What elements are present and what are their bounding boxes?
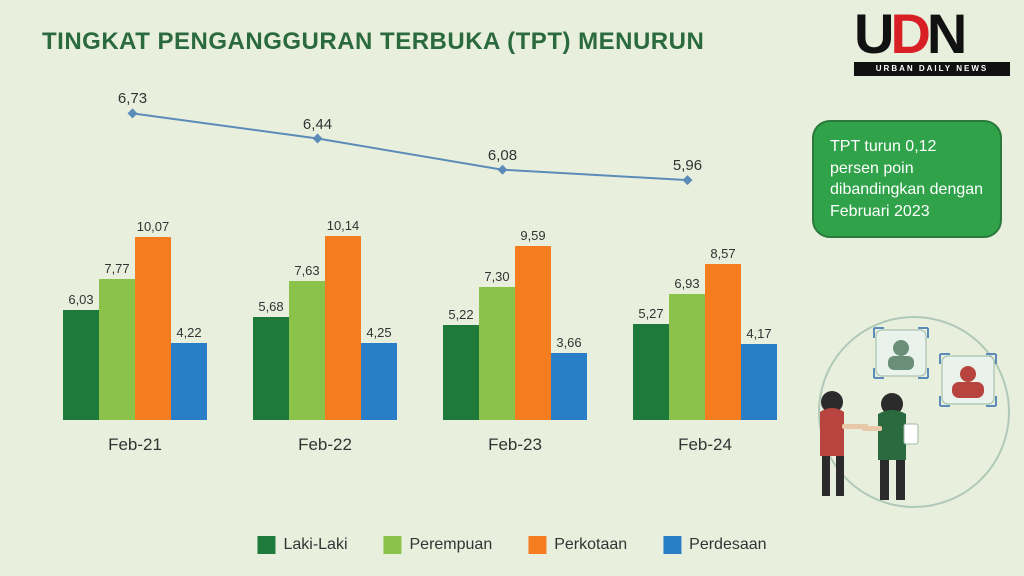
bar: 5,22 <box>443 325 479 420</box>
bar: 4,25 <box>361 343 397 420</box>
bar: 9,59 <box>515 246 551 420</box>
bar: 6,93 <box>669 294 705 420</box>
bar-value-label: 5,22 <box>448 307 473 322</box>
trend-line <box>50 90 790 220</box>
line-value-label: 6,44 <box>303 116 332 133</box>
bar-value-label: 6,03 <box>68 292 93 307</box>
legend-swatch <box>663 536 681 554</box>
bar: 8,57 <box>705 264 741 420</box>
bar-value-label: 4,17 <box>746 326 771 341</box>
bar: 4,17 <box>741 344 777 420</box>
line-marker <box>128 108 138 118</box>
legend-item: Perkotaan <box>528 536 627 554</box>
line-value-label: 6,73 <box>118 90 147 107</box>
bar-value-label: 8,57 <box>710 246 735 261</box>
group-label: Feb-22 <box>298 435 352 455</box>
bar-group: 5,276,938,574,17Feb-24 <box>620 220 790 450</box>
group-label: Feb-21 <box>108 435 162 455</box>
page-title: TINGKAT PENGANGGURAN TERBUKA (TPT) MENUR… <box>42 28 704 56</box>
callout-box: TPT turun 0,12 persen poin dibandingkan … <box>812 120 1002 238</box>
bar-value-label: 7,30 <box>484 269 509 284</box>
person-right <box>862 393 918 500</box>
bar: 5,27 <box>633 324 669 420</box>
bar-value-label: 10,07 <box>137 219 170 234</box>
line-value-label: 5,96 <box>673 157 702 174</box>
bar: 6,03 <box>63 310 99 420</box>
bar-value-label: 4,25 <box>366 325 391 340</box>
group-label: Feb-24 <box>678 435 732 455</box>
bar-value-label: 7,63 <box>294 263 319 278</box>
bar-value-label: 4,22 <box>176 325 201 340</box>
bar: 7,77 <box>99 279 135 420</box>
bar-group: 5,687,6310,144,25Feb-22 <box>240 220 410 450</box>
person-left <box>820 391 868 496</box>
bar-value-label: 10,14 <box>327 218 360 233</box>
legend-item: Laki-Laki <box>257 536 347 554</box>
bar: 10,14 <box>325 236 361 420</box>
legend-label: Perempuan <box>409 536 492 554</box>
bar-value-label: 5,68 <box>258 299 283 314</box>
bar-value-label: 5,27 <box>638 306 663 321</box>
udn-logo: UDN URBAN DAILY NEWS <box>854 6 1014 86</box>
line-marker <box>313 134 323 144</box>
line-marker <box>683 175 693 185</box>
line-value-label: 6,08 <box>488 147 517 164</box>
legend-swatch <box>528 536 546 554</box>
legend-label: Perkotaan <box>554 536 627 554</box>
legend-label: Perdesaan <box>689 536 766 554</box>
legend-swatch <box>383 536 401 554</box>
bar-groups: 6,037,7710,074,22Feb-215,687,6310,144,25… <box>50 220 790 450</box>
bar: 4,22 <box>171 343 207 420</box>
bar: 5,68 <box>253 317 289 420</box>
bar-value-label: 9,59 <box>520 228 545 243</box>
logo-letter-u: U <box>854 2 890 65</box>
legend-item: Perdesaan <box>663 536 766 554</box>
bar-value-label: 7,77 <box>104 261 129 276</box>
bar-value-label: 6,93 <box>674 276 699 291</box>
legend-label: Laki-Laki <box>283 536 347 554</box>
bar-group: 5,227,309,593,66Feb-23 <box>430 220 600 450</box>
people-illustration <box>784 312 1014 512</box>
legend: Laki-Laki Perempuan Perkotaan Perdesaan <box>257 536 766 554</box>
legend-swatch <box>257 536 275 554</box>
line-marker <box>498 165 508 175</box>
chart-area: 6,736,446,085,96 6,037,7710,074,22Feb-21… <box>50 90 790 490</box>
bar: 10,07 <box>135 237 171 420</box>
legend-item: Perempuan <box>383 536 492 554</box>
bar-value-label: 3,66 <box>556 335 581 350</box>
bar: 7,63 <box>289 281 325 420</box>
logo-letter-n: N <box>927 2 963 65</box>
bar: 3,66 <box>551 353 587 420</box>
group-label: Feb-23 <box>488 435 542 455</box>
logo-tagline: URBAN DAILY NEWS <box>854 62 1010 76</box>
logo-letter-d: D <box>890 2 926 65</box>
bar: 7,30 <box>479 287 515 420</box>
bar-group: 6,037,7710,074,22Feb-21 <box>50 220 220 450</box>
